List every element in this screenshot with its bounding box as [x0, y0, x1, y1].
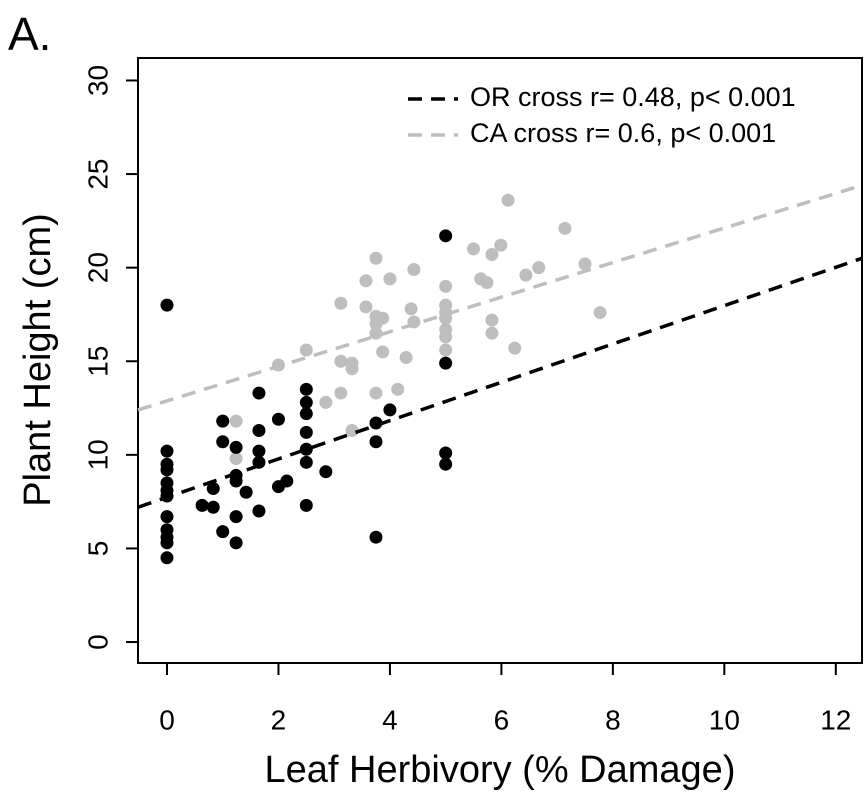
point: [439, 356, 453, 370]
point: [485, 326, 499, 340]
point: [229, 474, 243, 488]
point: [369, 435, 383, 449]
plot-frame: [137, 57, 863, 664]
point: [280, 474, 294, 488]
point: [229, 414, 243, 428]
point: [229, 536, 243, 550]
point: [359, 274, 373, 288]
point: [271, 412, 285, 426]
point: [334, 386, 348, 400]
point: [299, 343, 313, 357]
x-tick-label: 12: [820, 704, 851, 735]
fit-line: [137, 183, 863, 412]
y-axis-title: Plant Height (cm): [17, 213, 59, 507]
point: [252, 386, 266, 400]
point: [467, 242, 481, 256]
point: [252, 444, 266, 458]
point: [252, 424, 266, 438]
point: [480, 276, 494, 290]
point: [334, 354, 348, 368]
point: [369, 416, 383, 430]
point: [439, 343, 453, 357]
point: [485, 313, 499, 327]
point: [369, 386, 383, 400]
x-tick-label: 6: [494, 704, 510, 735]
point: [160, 551, 174, 565]
point: [252, 504, 266, 518]
point: [299, 498, 313, 512]
point: [319, 465, 333, 479]
panel-label: A.: [8, 8, 51, 60]
point: [299, 395, 313, 409]
point: [299, 407, 313, 421]
point: [439, 457, 453, 471]
point: [299, 425, 313, 439]
point: [160, 510, 174, 524]
point: [319, 395, 333, 409]
point: [195, 498, 209, 512]
y-tick-label: 10: [82, 439, 113, 470]
y-tick-label: 20: [82, 252, 113, 283]
x-tick-label: 4: [382, 704, 398, 735]
point: [407, 263, 421, 277]
x-tick-label: 10: [709, 704, 740, 735]
point: [439, 229, 453, 243]
y-tick-label: 5: [82, 541, 113, 557]
y-tick-label: 15: [82, 346, 113, 377]
x-tick-label: 0: [159, 704, 175, 735]
point: [160, 536, 174, 550]
point: [216, 525, 230, 539]
point: [494, 238, 508, 252]
point: [383, 272, 397, 286]
point: [369, 326, 383, 340]
point: [345, 424, 359, 438]
y-tick-label: 30: [82, 65, 113, 96]
x-tick-label: 8: [605, 704, 621, 735]
point: [578, 257, 592, 271]
point: [299, 442, 313, 456]
point: [369, 530, 383, 544]
legend-label: CA cross r= 0.6, p< 0.001: [470, 118, 776, 148]
y-tick-label: 0: [82, 634, 113, 650]
point: [299, 382, 313, 396]
point: [345, 362, 359, 376]
point: [359, 300, 373, 314]
point: [383, 403, 397, 417]
point: [391, 382, 405, 396]
point: [399, 351, 413, 365]
point: [206, 482, 220, 496]
point: [376, 311, 390, 325]
point: [216, 435, 230, 449]
point: [439, 330, 453, 344]
point: [229, 452, 243, 466]
point: [229, 510, 243, 524]
point: [532, 261, 546, 275]
fit-line: [137, 256, 863, 509]
point: [160, 463, 174, 477]
point: [369, 251, 383, 265]
point: [558, 221, 572, 235]
point: [439, 279, 453, 293]
point: [593, 306, 607, 320]
point: [334, 296, 348, 310]
point: [216, 414, 230, 428]
legend-label: OR cross r= 0.48, p< 0.001: [470, 82, 796, 112]
point: [160, 298, 174, 312]
y-tick-label: 25: [82, 158, 113, 189]
point: [229, 440, 243, 454]
x-axis-title: Leaf Herbivory (% Damage): [265, 749, 736, 791]
point: [519, 268, 533, 282]
point: [439, 446, 453, 460]
point: [485, 248, 499, 262]
point: [404, 302, 418, 316]
point: [206, 500, 220, 514]
point: [299, 455, 313, 469]
point: [508, 341, 522, 355]
x-tick-label: 2: [271, 704, 287, 735]
point: [376, 345, 390, 359]
point: [501, 193, 515, 207]
point: [239, 485, 253, 499]
point: [160, 444, 174, 458]
